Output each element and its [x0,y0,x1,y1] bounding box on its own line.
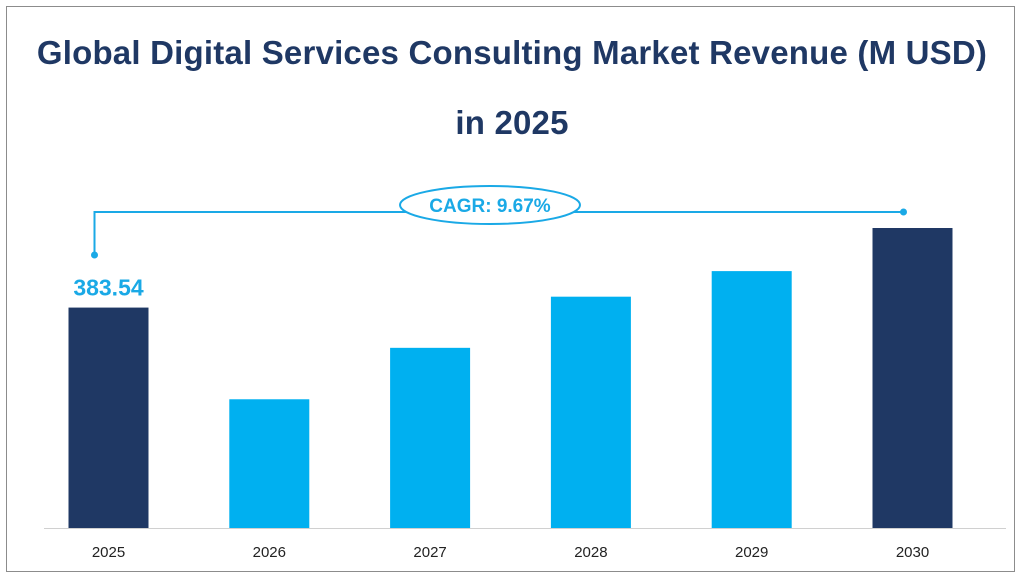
x-tick-label-2027: 2027 [413,544,446,561]
bar-2030 [872,228,953,529]
bar-2028 [550,296,631,528]
x-tick-label-2029: 2029 [735,544,768,561]
cagr-label: CAGR: 9.67% [429,196,551,217]
chart-frame [6,6,1015,572]
bar-2026 [229,399,310,528]
cagr-start-dot [91,251,98,259]
data-label-2025: 383.54 [73,275,144,301]
chart-subtitle: in 2025 [455,104,569,141]
x-tick-label-2025: 2025 [92,544,125,561]
bar-2029 [711,271,792,528]
cagr-ellipse [399,185,581,225]
x-tick-label-2028: 2028 [574,544,607,561]
bar-2027 [390,347,471,528]
x-tick-label-2026: 2026 [253,544,286,561]
cagr-end-dot [900,208,907,216]
bar-2025 [68,307,149,528]
chart-title: Global Digital Services Consulting Marke… [36,34,988,71]
x-tick-label-2030: 2030 [896,544,929,561]
cagr-bracket-line [93,211,904,255]
